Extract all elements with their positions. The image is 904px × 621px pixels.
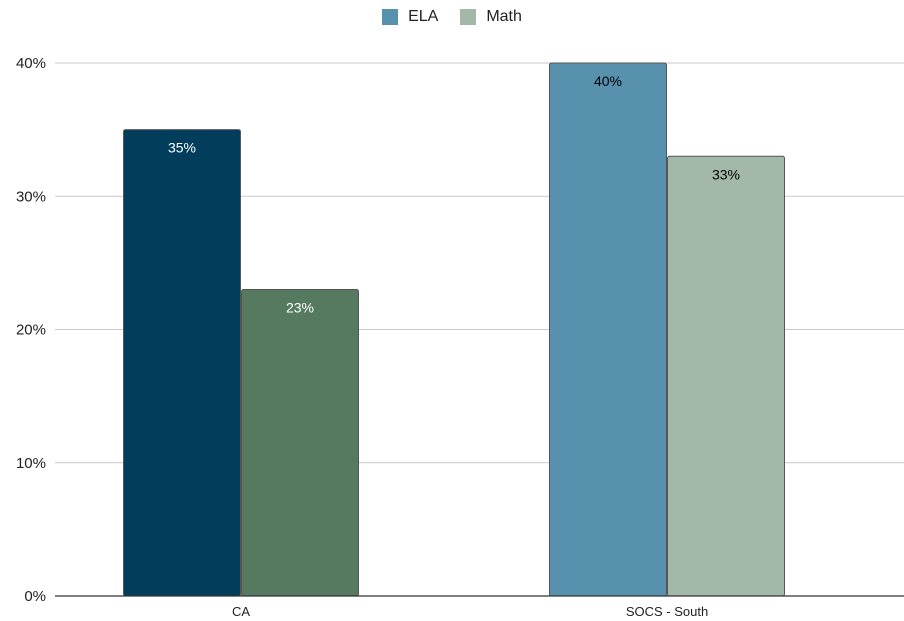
legend-swatch-ela [382,9,399,25]
data-label: 33% [712,166,740,182]
y-tick-label: 30% [16,188,46,205]
data-label: 35% [168,140,196,156]
bar-math-ca [241,289,359,597]
bar-ela-socs-south [549,62,667,597]
legend-swatch-math [460,9,477,25]
data-label: 23% [286,300,314,316]
legend-item-math[interactable]: Math [460,8,522,26]
legend-label-math: Math [486,8,522,25]
bar-ela-ca [123,129,241,597]
y-tick-label: 10% [16,455,46,472]
legend-item-ela[interactable]: ELA [382,8,438,26]
y-tick-label: 20% [16,322,46,339]
data-label: 40% [594,73,622,89]
y-tick-label: 0% [24,588,46,605]
x-tick-label: SOCS - South [626,604,708,619]
chart-legend: ELA Math [0,8,904,26]
y-tick-label: 40% [16,55,46,72]
x-tick-label: CA [232,604,250,619]
bar-math-socs-south [667,155,785,597]
legend-label-ela: ELA [408,8,439,25]
